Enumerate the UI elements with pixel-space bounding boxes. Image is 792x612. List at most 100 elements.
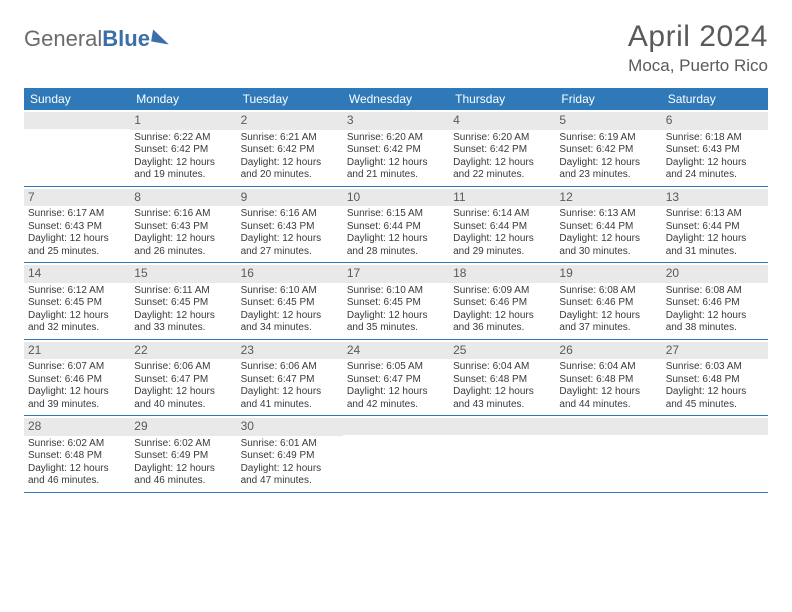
sunset-text: Sunset: 6:48 PM [666,374,764,387]
daynum-row: 4 [449,112,555,130]
sunrise-text: Sunrise: 6:03 AM [666,361,764,374]
sunset-text: Sunset: 6:42 PM [241,144,339,157]
day-cell: 3Sunrise: 6:20 AMSunset: 6:42 PMDaylight… [343,110,449,186]
daylight-text: Daylight: 12 hours [453,233,551,246]
daylight-text: Daylight: 12 hours [134,157,232,170]
sunset-text: Sunset: 6:46 PM [28,374,126,387]
day-info: Sunrise: 6:14 AMSunset: 6:44 PMDaylight:… [453,208,551,258]
sunrise-text: Sunrise: 6:06 AM [241,361,339,374]
day-info: Sunrise: 6:08 AMSunset: 6:46 PMDaylight:… [666,285,764,335]
day-number: 23 [241,343,254,357]
daynum-row [449,418,555,435]
day-info: Sunrise: 6:07 AMSunset: 6:46 PMDaylight:… [28,361,126,411]
sunset-text: Sunset: 6:48 PM [453,374,551,387]
daynum-row: 17 [343,265,449,283]
day-cell: 5Sunrise: 6:19 AMSunset: 6:42 PMDaylight… [555,110,661,186]
daylight-text: Daylight: 12 hours [347,233,445,246]
daylight-text: Daylight: 12 hours [134,386,232,399]
sunset-text: Sunset: 6:42 PM [347,144,445,157]
sunset-text: Sunset: 6:49 PM [134,450,232,463]
day-info: Sunrise: 6:02 AMSunset: 6:48 PMDaylight:… [28,438,126,488]
daylight-text: Daylight: 12 hours [559,386,657,399]
daynum-row: 22 [130,342,236,360]
day-info: Sunrise: 6:04 AMSunset: 6:48 PMDaylight:… [559,361,657,411]
day-info: Sunrise: 6:16 AMSunset: 6:43 PMDaylight:… [241,208,339,258]
sunset-text: Sunset: 6:42 PM [453,144,551,157]
page-header: GeneralBlue April 2024 Moca, Puerto Rico [24,20,768,76]
logo-sail-icon [151,30,171,45]
daynum-row [24,112,130,129]
daylight-text: and 20 minutes. [241,169,339,182]
logo-text-2: Blue [102,26,150,51]
day-number: 3 [347,113,354,127]
daylight-text: and 23 minutes. [559,169,657,182]
daynum-row: 20 [662,265,768,283]
day-number: 24 [347,343,360,357]
daylight-text: Daylight: 12 hours [134,463,232,476]
day-info: Sunrise: 6:10 AMSunset: 6:45 PMDaylight:… [347,285,445,335]
day-info: Sunrise: 6:08 AMSunset: 6:46 PMDaylight:… [559,285,657,335]
sunrise-text: Sunrise: 6:05 AM [347,361,445,374]
daylight-text: and 19 minutes. [134,169,232,182]
day-info: Sunrise: 6:02 AMSunset: 6:49 PMDaylight:… [134,438,232,488]
daynum-row: 13 [662,189,768,207]
day-number: 9 [241,190,248,204]
daylight-text: and 31 minutes. [666,246,764,259]
sunset-text: Sunset: 6:48 PM [559,374,657,387]
day-cell: 9 Sunrise: 6:16 AMSunset: 6:43 PMDaylight… [237,187,343,263]
sunrise-text: Sunrise: 6:19 AM [559,132,657,145]
day-cell: 26Sunrise: 6:04 AMSunset: 6:48 PMDayligh… [555,340,661,416]
daynum-row: 1 [130,112,236,130]
daylight-text: and 28 minutes. [347,246,445,259]
day-info: Sunrise: 6:04 AMSunset: 6:48 PMDaylight:… [453,361,551,411]
week-row: 7Sunrise: 6:17 AMSunset: 6:43 PMDaylight… [24,187,768,264]
daynum-row: 18 [449,265,555,283]
daylight-text: and 22 minutes. [453,169,551,182]
day-info: Sunrise: 6:11 AMSunset: 6:45 PMDaylight:… [134,285,232,335]
day-cell: 22Sunrise: 6:06 AMSunset: 6:47 PMDayligh… [130,340,236,416]
daynum-row: 30 [237,418,343,436]
sunrise-text: Sunrise: 6:08 AM [666,285,764,298]
day-number: 16 [241,266,254,280]
daynum-row: 6 [662,112,768,130]
daylight-text: Daylight: 12 hours [28,463,126,476]
day-number: 25 [453,343,466,357]
day-number: 30 [241,419,254,433]
day-info: Sunrise: 6:21 AMSunset: 6:42 PMDaylight:… [241,132,339,182]
day-cell-empty [343,416,449,492]
week-row: 1Sunrise: 6:22 AMSunset: 6:42 PMDaylight… [24,110,768,187]
day-info: Sunrise: 6:19 AMSunset: 6:42 PMDaylight:… [559,132,657,182]
day-number: 10 [347,190,360,204]
daylight-text: and 47 minutes. [241,475,339,488]
daylight-text: Daylight: 12 hours [241,463,339,476]
sunrise-text: Sunrise: 6:12 AM [28,285,126,298]
day-cell: 23 Sunrise: 6:06 AMSunset: 6:47 PMDayligh… [237,340,343,416]
weekday-header-row: SundayMondayTuesdayWednesdayThursdayFrid… [24,88,768,110]
sunset-text: Sunset: 6:47 PM [134,374,232,387]
day-cell: 14Sunrise: 6:12 AMSunset: 6:45 PMDayligh… [24,263,130,339]
daylight-text: Daylight: 12 hours [134,310,232,323]
sunrise-text: Sunrise: 6:04 AM [559,361,657,374]
daylight-text: Daylight: 12 hours [453,157,551,170]
weekday-header: Sunday [24,88,130,110]
day-info: Sunrise: 6:06 AMSunset: 6:47 PMDaylight:… [241,361,339,411]
daylight-text: and 43 minutes. [453,399,551,412]
day-number: 20 [666,266,679,280]
weekday-header: Wednesday [343,88,449,110]
daynum-row: 9 [237,189,343,207]
sunset-text: Sunset: 6:42 PM [559,144,657,157]
sunrise-text: Sunrise: 6:04 AM [453,361,551,374]
calendar-grid: SundayMondayTuesdayWednesdayThursdayFrid… [24,88,768,493]
sunset-text: Sunset: 6:45 PM [347,297,445,310]
daylight-text: Daylight: 12 hours [666,386,764,399]
sunrise-text: Sunrise: 6:13 AM [666,208,764,221]
daynum-row: 24 [343,342,449,360]
sunset-text: Sunset: 6:43 PM [134,221,232,234]
daylight-text: and 34 minutes. [241,322,339,335]
sunset-text: Sunset: 6:49 PM [241,450,339,463]
daylight-text: Daylight: 12 hours [241,157,339,170]
day-cell: 17 Sunrise: 6:10 AMSunset: 6:45 PMDayligh… [343,263,449,339]
logo-text-1: General [24,26,102,51]
sunset-text: Sunset: 6:46 PM [453,297,551,310]
daylight-text: and 37 minutes. [559,322,657,335]
